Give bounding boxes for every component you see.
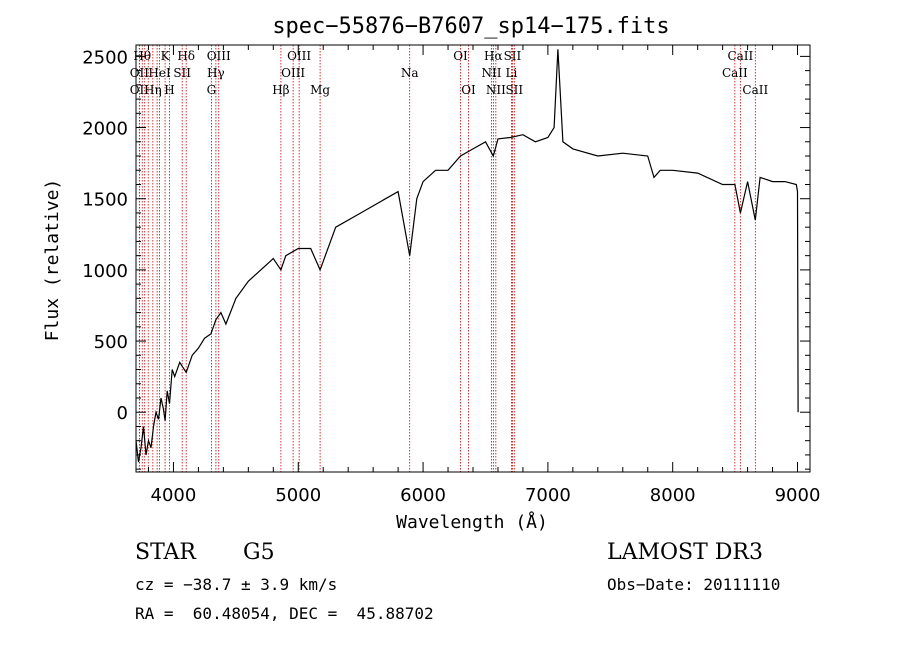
coordinates: RA = 60.48054, DEC = 45.88702 — [135, 604, 434, 623]
spectral-line-label: HeI — [148, 66, 171, 80]
spectral-line-label: SII — [173, 66, 191, 80]
spectrum-line — [135, 49, 799, 463]
x-tick-label: 9000 — [775, 485, 821, 506]
line-marker-layer — [138, 45, 756, 472]
x-tick-label: 4000 — [151, 485, 197, 506]
spectral-line-label: OIII — [287, 49, 311, 63]
spectral-line-label: Li — [506, 66, 518, 80]
spectral-line-label: NII — [486, 83, 506, 97]
x-tick-label: 8000 — [650, 485, 696, 506]
spectral-line-label: OI — [461, 83, 476, 97]
spectral-line-label: OII — [130, 66, 150, 80]
x-tick-label: 5000 — [275, 485, 321, 506]
spectral-subclass: G5 — [243, 540, 275, 565]
spectral-line-label: Hα — [484, 49, 503, 63]
y-tick-label: 500 — [94, 332, 128, 353]
object-class: STAR — [135, 540, 196, 565]
observation-date: Obs−Date: 20111110 — [607, 575, 781, 594]
x-axis-label: Wavelength (Å) — [396, 511, 548, 533]
spectral-line-label: Hβ — [272, 83, 289, 97]
spectral-line-label: Na — [401, 66, 419, 80]
spectral-line-label: OIII — [207, 49, 231, 63]
spectral-line-label: CaII — [742, 83, 768, 97]
spectral-line-label: OI — [453, 49, 468, 63]
line-label-layer: HθOIIOIIHηHeIKHSIIHδGHγOIIIHβOIIIOIIIMgN… — [130, 49, 769, 97]
y-tick-label: 1500 — [82, 190, 128, 211]
spectral-line-label: SII — [504, 49, 522, 63]
x-axis-ticks: 4000 5000 6000 7000 8000 9000 — [147, 45, 821, 506]
y-tick-label: 0 — [117, 403, 128, 424]
spectral-line-label: Mg — [310, 83, 330, 97]
spectral-line-label: OIII — [281, 66, 305, 80]
spectral-line-label: Hγ — [207, 66, 225, 80]
y-tick-label: 1000 — [82, 261, 128, 282]
survey-name: LAMOST DR3 — [607, 540, 763, 565]
spectral-line-label: CaII — [722, 66, 748, 80]
y-tick-label: 2500 — [82, 47, 128, 68]
redshift-readout: cz = −38.7 ± 3.9 km/s — [135, 575, 338, 594]
x-tick-label: 6000 — [400, 485, 446, 506]
spectral-line-label: K — [161, 49, 171, 63]
x-tick-label: 7000 — [525, 485, 571, 506]
y-tick-label: 2000 — [82, 119, 128, 140]
spectral-line-label: OII — [130, 83, 150, 97]
chart-title: spec−55876−B7607_sp14−175.fits — [272, 14, 669, 39]
spectral-line-label: G — [207, 83, 217, 97]
spectral-line-label: H — [164, 83, 174, 97]
spectral-line-label: Hη — [144, 83, 162, 97]
y-axis-ticks: 0 500 1000 1500 2000 2500 — [82, 47, 810, 470]
spectral-line-label: Hδ — [177, 49, 195, 63]
plot-frame — [135, 44, 811, 473]
spectral-line-label: NII — [481, 66, 501, 80]
y-axis-label: Flux (relative) — [42, 179, 63, 342]
spectral-line-label: CaII — [727, 49, 753, 63]
spectral-line-label: SII — [505, 83, 523, 97]
